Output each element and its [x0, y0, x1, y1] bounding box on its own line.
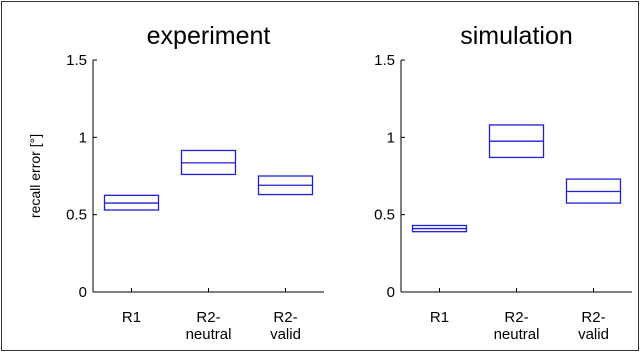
- x-tick-label: R2-: [581, 309, 605, 326]
- y-axis-label: recall error [°]: [27, 134, 43, 218]
- x-tick-label: valid: [578, 326, 609, 343]
- x-tick-label: neutral: [494, 326, 540, 343]
- y-tick-label: 0: [79, 284, 87, 301]
- x-tick-label: valid: [270, 326, 301, 343]
- x-tick-label: R2-: [273, 309, 297, 326]
- x-tick-label: R2-: [196, 309, 220, 326]
- y-tick-label: 1: [387, 129, 395, 146]
- x-tick-label: R1: [430, 309, 449, 326]
- y-tick-label: 0.5: [374, 207, 395, 224]
- x-tick-label: neutral: [186, 326, 232, 343]
- y-tick-label: 1: [79, 129, 87, 146]
- y-tick-label: 0.5: [66, 207, 87, 224]
- x-tick-label: R1: [122, 309, 141, 326]
- y-tick-label: 1.5: [374, 52, 395, 69]
- y-tick-label: 0: [387, 284, 395, 301]
- panel-title: experiment: [147, 22, 271, 50]
- panel-title: simulation: [460, 22, 573, 50]
- y-tick-label: 1.5: [66, 52, 87, 69]
- x-tick-label: R2-: [504, 309, 528, 326]
